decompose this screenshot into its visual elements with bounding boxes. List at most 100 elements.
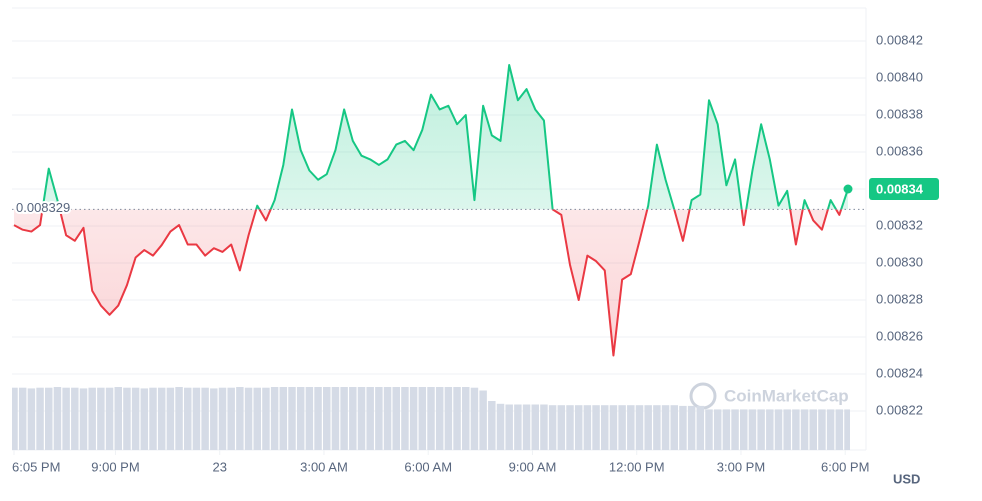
volume-bar [262,387,270,450]
volume-bar [496,403,505,450]
volume-bar [705,409,713,450]
volume-bar [105,387,114,450]
volume-bar [583,405,592,450]
volume-bar [566,405,574,450]
last-point [843,184,853,194]
volume-bar [540,404,548,450]
y-tick-label: 0.00822 [876,402,923,417]
volume-bar [166,387,175,450]
volume-bar [349,387,357,450]
volume-bar [809,409,817,450]
x-tick-label: 6:05 PM [12,459,60,474]
volume-bar [531,404,539,450]
volume-bar [826,409,835,450]
volume-bar [653,405,661,450]
volume-bar [383,387,392,450]
price-line-down [13,209,843,357]
volume-bar [635,405,644,450]
volume-bar [253,387,261,450]
y-tick-label: 0.00830 [876,254,923,269]
currency-label: USD [893,471,920,486]
volume-bar [488,401,496,450]
volume-bar [36,387,44,450]
volume-bar [27,388,36,450]
volume-bar [427,387,435,450]
volume-bar [731,409,739,450]
watermark-logo [689,382,717,410]
volume-bar [592,405,600,450]
volume-bar [470,387,479,450]
y-tick-label: 0.00840 [876,69,923,84]
y-tick-label: 0.00824 [876,365,923,380]
price-badge-label: 0.00834 [876,181,924,196]
volume-bar [218,387,227,450]
area-above [14,65,848,210]
volume-bar [192,387,201,450]
volume-bar [314,387,322,450]
volume-bar [818,409,826,450]
volume-bar [792,409,800,450]
price-badge [869,178,939,200]
x-tick-label: 12:00 PM [609,459,665,474]
y-tick-label: 0.00828 [876,291,923,306]
volume-bar [12,387,18,450]
volume-bar [175,387,183,450]
y-tick-label: 0.00832 [876,217,923,232]
volume-bar [505,404,513,450]
volume-bar [366,387,374,450]
volume-bar [679,405,687,450]
volume-bar [270,387,279,450]
x-tick-label: 3:00 AM [300,459,348,474]
volume-bar [323,387,331,450]
price-line-up [41,64,849,210]
x-tick-label: 9:00 PM [91,459,139,474]
y-tick-label: 0.00842 [876,32,923,47]
volume-bar [331,387,340,450]
volume-bar [392,387,400,450]
x-tick-label: 6:00 AM [404,459,452,474]
volume-bar [140,388,149,450]
volume-bar [305,387,314,450]
volume-bar [661,405,670,450]
volume-bar [713,409,722,450]
volume-bar [644,405,652,450]
x-tick-label: 3:00 PM [717,459,765,474]
y-tick-label: 0.00836 [876,143,923,158]
watermark: CoinMarketCap [689,382,849,410]
volume-bar [522,404,531,450]
volume-bar [288,387,296,450]
volume-bar [97,387,105,450]
volume-bar [375,387,383,450]
volume-bar [296,387,305,450]
volume-bar [774,409,783,450]
volume-bar [244,387,253,450]
volume-bar [435,387,444,450]
volume-bar [479,390,487,450]
volume-bar [79,388,88,450]
volume-bar [357,387,366,450]
volume-bar [722,409,731,450]
y-tick-label: 0.00838 [876,106,923,121]
volume-bar [609,405,618,450]
volume-bar [687,405,696,450]
x-tick-label: 6:00 PM [821,459,869,474]
volume-bar [210,388,218,450]
volume-bar [45,387,53,450]
volume-bar [340,387,348,450]
volume-bar [227,387,235,450]
volume-bar [88,387,96,450]
volume-bar [800,409,809,450]
volume-bar [401,387,409,450]
volume-bar [184,387,192,450]
volume-bar [618,405,626,450]
volume-bar [835,409,844,450]
volume-bar [557,405,566,450]
watermark-text: CoinMarketCap [724,386,849,405]
volume-bar [62,387,70,450]
volume-bar [453,387,461,450]
area-below [14,209,842,356]
volume-bar [627,405,635,450]
volume-bar [114,387,122,450]
